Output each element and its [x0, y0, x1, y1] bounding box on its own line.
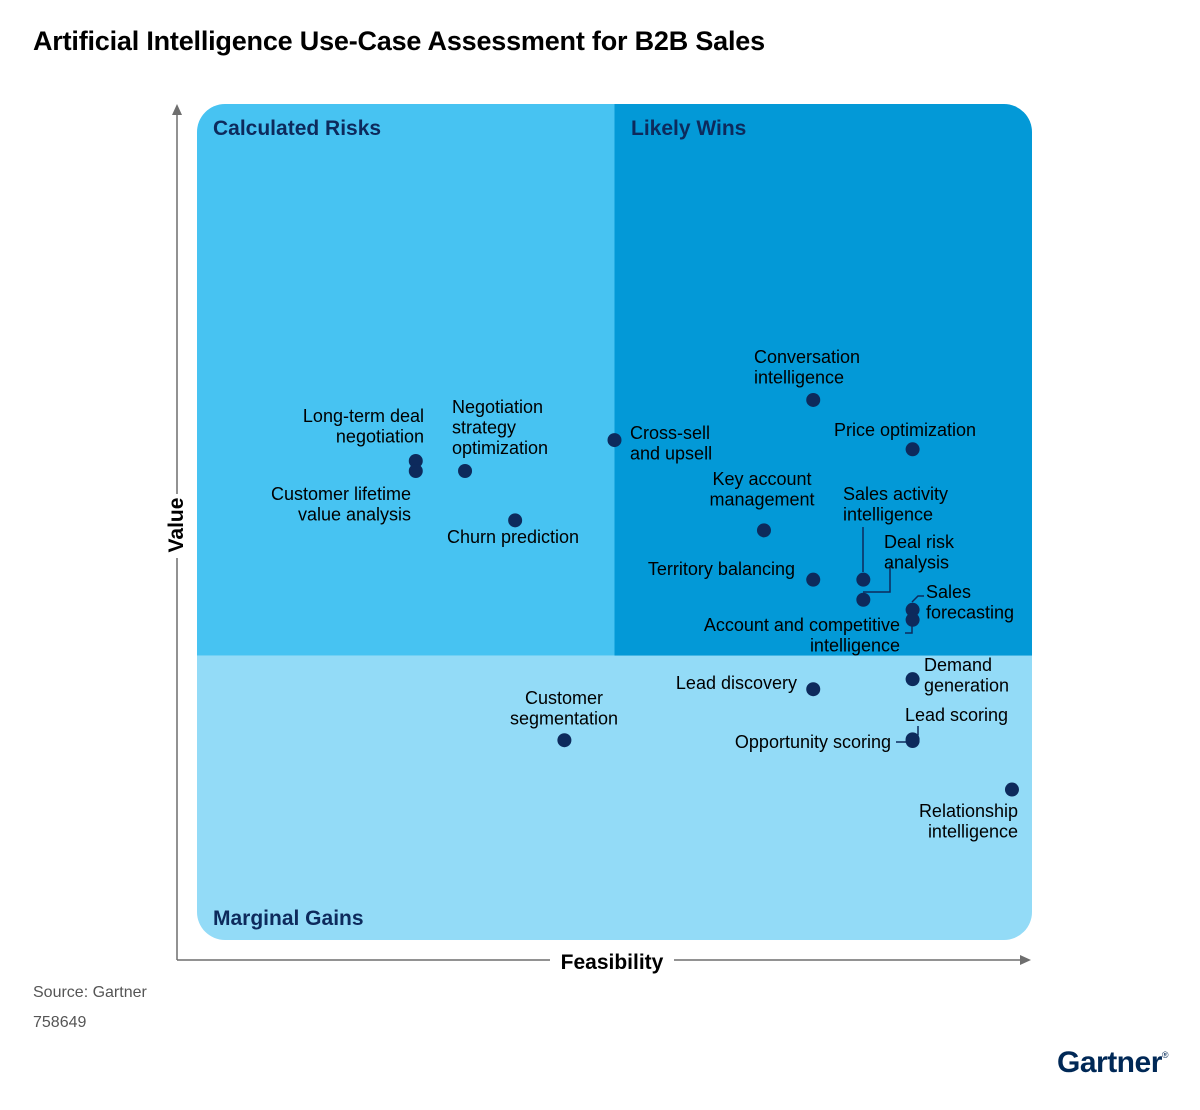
point-key-account-management: [756, 523, 771, 538]
x-axis-label: Feasibility: [561, 951, 664, 974]
point-label-cross-sell-and-upsell: Cross-sell and upsell: [630, 423, 712, 464]
point-label-opportunity-scoring: Opportunity scoring: [735, 732, 891, 752]
point-label-negotiation-strategy-optimization: Negotiation strategy optimization: [452, 397, 548, 458]
quadrant-label-marginal-gains: Marginal Gains: [213, 907, 364, 930]
source-note: Source: Gartner: [33, 984, 147, 1001]
point-opportunity-scoring: [905, 734, 920, 749]
point-label-conversation-intelligence: Conversation intelligence: [754, 347, 860, 388]
chart-title: Artificial Intelligence Use-Case Assessm…: [33, 26, 765, 56]
point-conversation-intelligence: [806, 392, 821, 407]
point-label-account-and-competitive-intelligence: Account and competitive intelligence: [704, 615, 900, 656]
point-churn-prediction: [508, 513, 523, 528]
point-demand-generation: [905, 672, 920, 687]
point-label-lead-scoring: Lead scoring: [905, 705, 1008, 725]
point-label-long-term-deal-negotiation: Long-term deal negotiation: [303, 406, 424, 447]
point-relationship-intelligence: [1004, 782, 1019, 797]
quadrant-label-likely-wins: Likely Wins: [631, 117, 746, 140]
point-label-sales-forecasting: Sales forecasting: [926, 582, 1014, 623]
point-label-customer-segmentation: Customer segmentation: [510, 688, 618, 729]
point-deal-risk-analysis: [856, 592, 871, 607]
point-cross-sell-and-upsell: [607, 433, 622, 448]
quadrant-label-calculated-risks: Calculated Risks: [213, 117, 381, 140]
point-label-price-optimization: Price optimization: [834, 420, 976, 440]
point-label-relationship-intelligence: Relationship intelligence: [919, 801, 1018, 842]
quadrant-calculated-risks: [197, 104, 615, 656]
x-axis-arrow-icon: [1020, 955, 1031, 965]
y-axis-arrow-icon: [172, 104, 182, 115]
point-price-optimization: [905, 442, 920, 457]
point-label-sales-activity-intelligence: Sales activity intelligence: [843, 484, 948, 525]
quadrant-marginal-gains: [197, 655, 1032, 940]
quadrant-likely-wins: [614, 104, 1032, 656]
point-account-and-competitive-intelligence: [905, 612, 920, 627]
y-axis-label: Value: [165, 498, 188, 553]
point-customer-segmentation: [557, 733, 572, 748]
point-label-lead-discovery: Lead discovery: [676, 673, 797, 693]
point-label-key-account-management: Key account management: [709, 469, 814, 510]
point-labels: Conversation intelligence Price optimizati…: [271, 347, 1018, 842]
point-label-churn-prediction: Churn prediction: [447, 527, 579, 547]
point-long-term-deal-negotiation: [408, 453, 423, 468]
point-lead-discovery: [806, 682, 821, 697]
quadrant-backgrounds: [197, 104, 1032, 940]
point-customer-lifetime-value-analysis: [408, 464, 423, 479]
leader-sales-forecasting: [911, 595, 924, 603]
point-territory-balancing: [806, 572, 821, 587]
point-label-deal-risk-analysis: Deal risk analysis: [884, 532, 955, 573]
point-label-territory-balancing: Territory balancing: [648, 559, 795, 579]
point-sales-activity-intelligence: [856, 572, 871, 587]
gartner-logo: Gartner®: [1057, 1046, 1169, 1079]
data-points: [408, 392, 1019, 797]
point-negotiation-strategy-optimization: [458, 464, 473, 479]
document-id: 758649: [33, 1014, 87, 1031]
point-label-customer-lifetime-value-analysis: Customer lifetime value analysis: [271, 484, 411, 525]
point-sales-forecasting: [905, 602, 920, 617]
leader-deal-risk: [863, 565, 891, 593]
point-label-demand-generation: Demand generation: [924, 655, 1009, 696]
